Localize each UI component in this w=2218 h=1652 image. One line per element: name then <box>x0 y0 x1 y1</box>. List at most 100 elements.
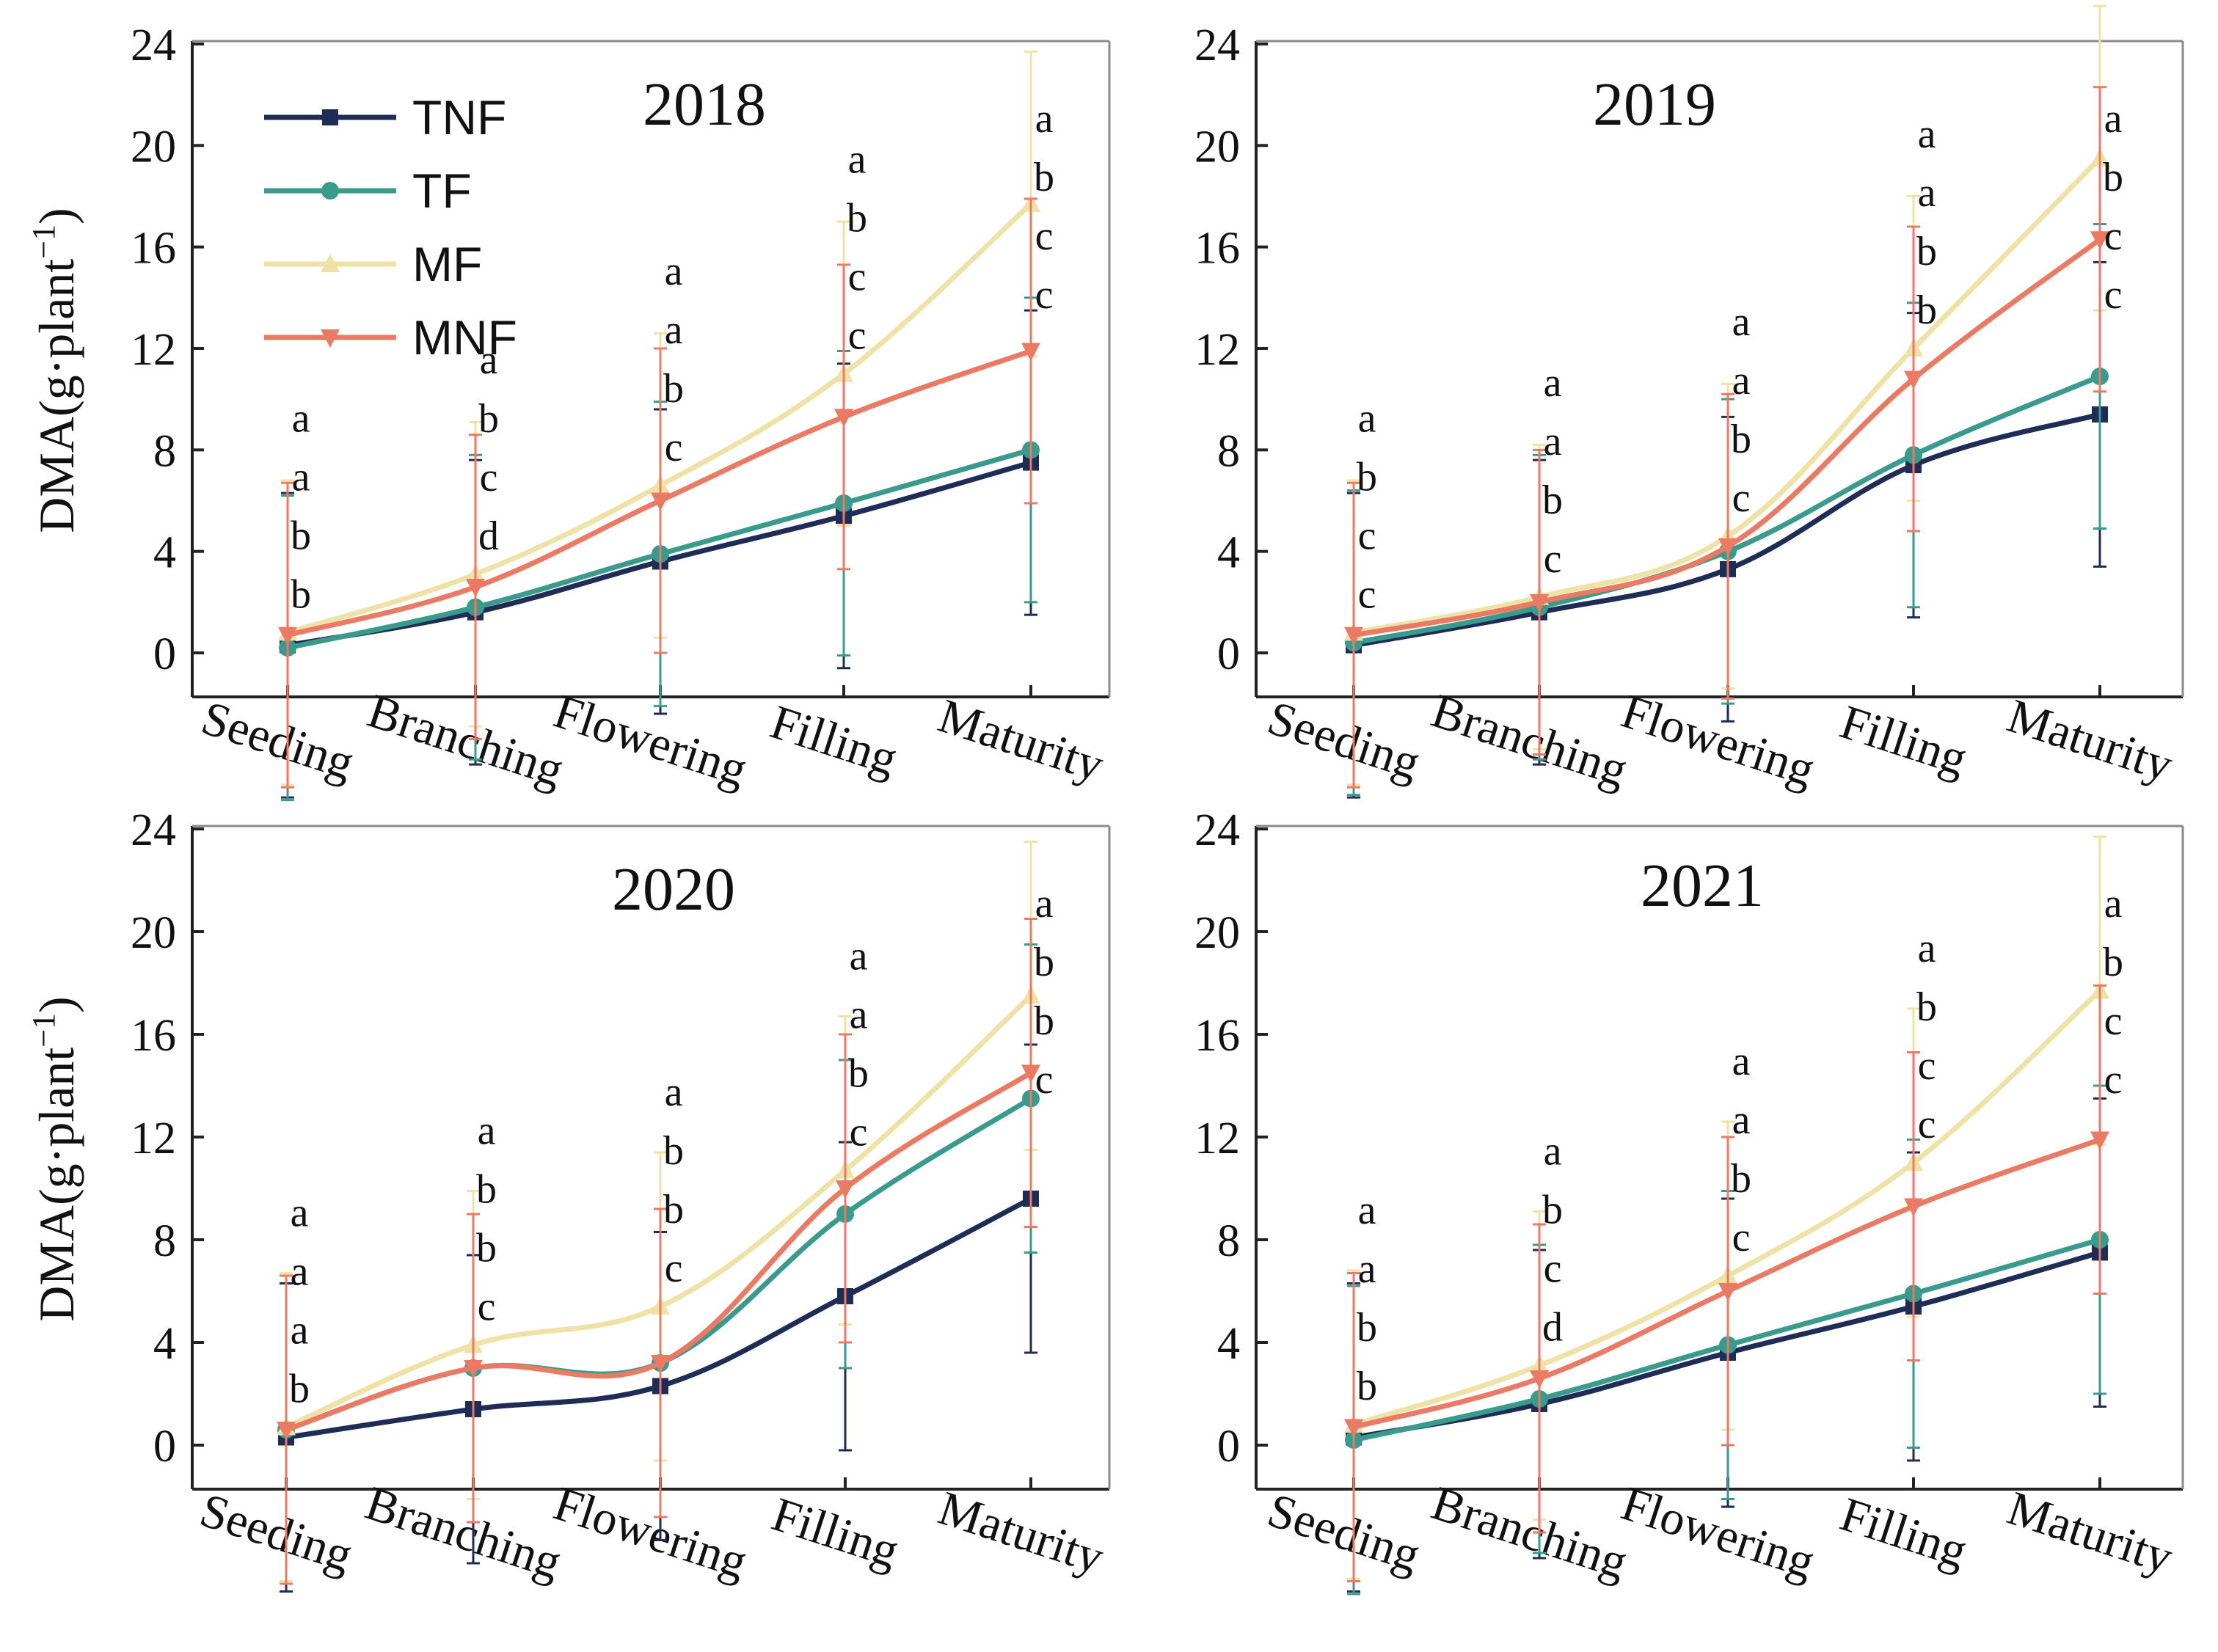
y-tick-label: 8 <box>153 1216 176 1266</box>
data-point-mnf <box>1344 1419 1363 1438</box>
x-tick-label: Flowering <box>1615 684 1821 797</box>
x-tick-label: Filling <box>766 1488 905 1579</box>
significance-letter: b <box>1542 478 1563 523</box>
significance-letter: b <box>1731 417 1751 462</box>
significance-letter: a <box>1918 926 1936 971</box>
x-tick-label: Filling <box>1834 1488 1974 1579</box>
significance-letter: a <box>291 1249 309 1295</box>
x-tick-label: Maturity <box>2002 1481 2179 1585</box>
significance-letter: a <box>1732 1039 1751 1084</box>
x-tick-label: Branching <box>1426 684 1634 797</box>
panel-title: 2019 <box>1593 70 1716 139</box>
significance-letter: c <box>1035 213 1054 259</box>
significance-letter: a <box>665 249 683 294</box>
x-tick-label: Maturity <box>933 1481 1110 1585</box>
significance-letter: c <box>1358 571 1376 617</box>
significance-letter: c <box>1035 1057 1054 1103</box>
y-axis-title: DMA(g·plant−1) <box>26 996 84 1321</box>
x-tick-label: Seeding <box>1261 691 1426 790</box>
x-tick-label: Branching <box>360 1476 568 1589</box>
significance-letter: b <box>1916 984 1937 1030</box>
legend: TNF TF MF MNF <box>264 90 517 365</box>
y-tick-label: 12 <box>131 325 176 375</box>
data-point-mnf <box>834 409 853 428</box>
x-tick-label: Seeding <box>1261 1483 1426 1582</box>
significance-letter: c <box>2104 998 2123 1044</box>
significance-letter: c <box>2104 213 2123 259</box>
x-tick-label: Maturity <box>933 689 1110 792</box>
significance-letter: c <box>848 255 867 300</box>
significance-letter: c <box>1918 1043 1936 1089</box>
y-tick-label: 8 <box>1217 426 1240 476</box>
legend-label-tf: TF <box>412 164 472 218</box>
data-point-mnf <box>2090 1131 2109 1150</box>
significance-letter: b <box>663 1128 684 1174</box>
significance-letter: a <box>291 1308 309 1353</box>
data-point-mnf <box>278 626 297 646</box>
significance-letter: b <box>1731 1156 1751 1202</box>
y-tick-label: 16 <box>1194 224 1240 274</box>
x-tick-label: Seeding <box>194 1483 359 1582</box>
data-point-mnf <box>464 1360 483 1378</box>
significance-letter: a <box>1358 395 1376 441</box>
significance-letter: a <box>848 137 867 183</box>
legend-label-mnf: MNF <box>412 310 517 365</box>
y-tick-label: 0 <box>153 1422 176 1472</box>
significance-letter: a <box>1358 1188 1376 1233</box>
data-point-mnf <box>1718 1283 1737 1301</box>
data-point-mnf <box>651 492 670 511</box>
significance-letter: a <box>1732 299 1751 345</box>
panel-2021: 2021 0 4 8 12 16 20 24 SeedingBranchingFlowerin… <box>1194 805 2184 1596</box>
y-tick-label: 12 <box>131 1114 176 1163</box>
data-point-mnf <box>651 1355 670 1373</box>
data-point-mnf <box>836 1180 855 1199</box>
significance-letter: c <box>478 1284 496 1330</box>
data-point-mnf <box>277 1422 296 1440</box>
x-tick-label: Filling <box>1834 695 1974 786</box>
x-tick-label: Maturity <box>2002 689 2179 792</box>
x-tick-label: Flowering <box>1615 1477 1821 1589</box>
significance-letter: c <box>1358 513 1376 558</box>
significance-letter: b <box>476 1226 497 1271</box>
significance-letter: c <box>2104 1057 2123 1103</box>
y-tick-label: 4 <box>1217 1319 1240 1369</box>
legend-label-tnf: TNF <box>412 90 506 145</box>
significance-letter: a <box>480 337 498 383</box>
series-line-mf <box>1351 156 2103 635</box>
y-tick-label: 4 <box>153 528 176 578</box>
significance-letter: a <box>478 1108 496 1154</box>
panel-2018: 2018 0 4 8 12 16 20 24 Seeding BranchingFlowerin… <box>26 21 1111 802</box>
y-tick-label: 8 <box>1217 1216 1240 1266</box>
data-point-mnf <box>1530 593 1549 613</box>
series-line-mf <box>1351 988 2103 1428</box>
legend-marker-tnf <box>322 109 338 125</box>
y-tick-label: 8 <box>153 426 176 476</box>
data-point-mnf <box>1021 1064 1040 1083</box>
series-line-mf <box>285 201 1034 635</box>
significance-letter: b <box>291 513 311 558</box>
significance-letter: b <box>1357 1305 1377 1351</box>
significance-letter: c <box>480 455 498 500</box>
panel-2020: 2020 0 4 8 12 16 20 24 Seeding BranchingFlowerin… <box>26 805 1111 1593</box>
significance-letter: b <box>1034 155 1054 200</box>
significance-letter: a <box>292 395 310 441</box>
panel-title: 2018 <box>643 70 766 139</box>
significance-letter: b <box>663 366 684 412</box>
significance-letter: a <box>2104 881 2123 926</box>
panel-2019: 2019 0 4 8 12 16 20 24 SeedingBranchingFlowerin… <box>1194 4 2184 799</box>
y-tick-label: 20 <box>131 908 176 958</box>
significance-letter: a <box>1544 360 1562 406</box>
data-point-mnf <box>1904 1198 1923 1217</box>
significance-letter: b <box>2103 155 2123 200</box>
significance-letter: a <box>1918 112 1936 157</box>
significance-letter: b <box>1542 1188 1563 1233</box>
y-tick-label: 16 <box>131 224 176 274</box>
significance-letter: a <box>850 993 868 1038</box>
y-tick-label: 12 <box>1194 325 1240 375</box>
legend-marker-mf <box>321 254 340 272</box>
significance-letter: a <box>1732 1097 1751 1143</box>
significance-letter: a <box>1035 96 1054 142</box>
significance-letter: b <box>1034 998 1054 1044</box>
y-axis-title: DMA(g·plant−1) <box>26 208 84 533</box>
